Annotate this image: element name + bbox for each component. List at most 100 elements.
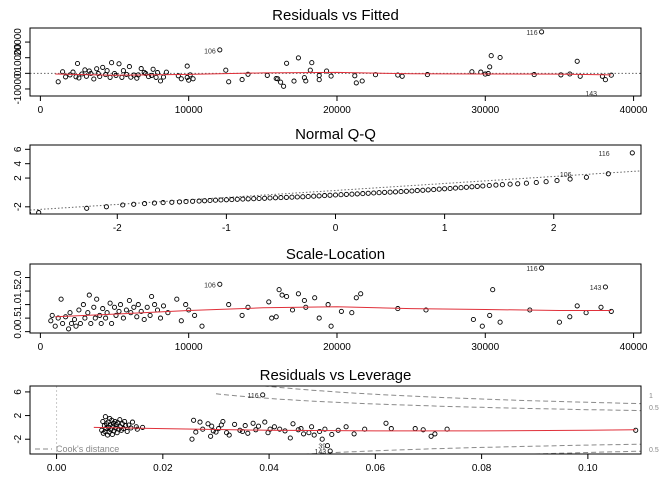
data-point xyxy=(423,307,429,313)
data-point xyxy=(197,419,203,425)
x-tick-label: -1 xyxy=(222,223,231,234)
data-point xyxy=(116,61,122,67)
data-point xyxy=(480,183,486,189)
data-point xyxy=(282,428,288,434)
point-label: 143 xyxy=(20,211,32,218)
cook-contour-0-5-upper xyxy=(215,393,641,412)
data-point xyxy=(414,188,420,194)
data-point xyxy=(213,429,219,435)
data-point xyxy=(605,171,611,177)
data-point xyxy=(602,77,608,83)
data-point xyxy=(138,66,144,72)
data-point xyxy=(245,304,251,310)
data-point xyxy=(223,67,229,73)
data-point xyxy=(295,55,301,61)
data-point xyxy=(272,195,279,201)
x-tick-label: 10000 xyxy=(175,342,203,353)
data-point xyxy=(212,197,219,203)
data-point xyxy=(349,310,355,316)
data-point xyxy=(398,189,404,195)
data-point xyxy=(76,307,82,313)
data-point xyxy=(129,419,136,425)
data-point xyxy=(539,29,545,35)
data-point xyxy=(239,312,245,318)
data-point xyxy=(73,323,79,329)
data-point xyxy=(98,320,104,327)
data-point xyxy=(36,210,42,214)
data-point xyxy=(499,182,505,188)
data-point xyxy=(328,323,334,329)
data-point xyxy=(284,60,290,66)
data-point xyxy=(382,189,388,195)
point-label: 143 xyxy=(590,285,602,292)
data-point xyxy=(77,320,83,327)
data-point xyxy=(487,64,493,70)
data-point xyxy=(316,77,322,83)
x-tick-label: 0 xyxy=(333,223,339,234)
data-point xyxy=(223,197,229,203)
x-tick-label: 0 xyxy=(38,342,44,353)
data-point xyxy=(103,204,109,210)
data-point xyxy=(266,299,272,305)
point-label: 143 xyxy=(315,449,327,456)
data-point xyxy=(100,306,106,312)
data-point xyxy=(452,185,459,191)
data-point xyxy=(301,431,307,437)
data-point xyxy=(147,312,153,318)
y-tick-label: 10000 xyxy=(13,43,24,71)
data-point xyxy=(85,310,91,316)
data-point xyxy=(245,71,251,77)
data-point xyxy=(277,426,283,432)
data-point xyxy=(152,302,158,308)
data-point xyxy=(232,421,238,427)
data-point xyxy=(138,308,144,314)
data-point xyxy=(208,433,214,439)
data-point xyxy=(184,63,190,69)
data-point xyxy=(469,184,475,190)
data-point xyxy=(67,310,73,316)
data-point xyxy=(150,66,156,72)
point-label: 39 xyxy=(318,444,326,451)
data-point xyxy=(271,424,277,430)
y-tick-label: 6 xyxy=(13,146,24,152)
data-point xyxy=(608,308,614,314)
data-point xyxy=(74,60,81,67)
chart-title: Residuals vs Fitted xyxy=(272,7,399,24)
data-point xyxy=(343,191,349,197)
data-point xyxy=(126,297,132,304)
data-point xyxy=(153,74,159,80)
data-point xyxy=(399,73,405,79)
data-point xyxy=(543,179,549,185)
data-point xyxy=(424,72,430,78)
data-point xyxy=(124,428,130,435)
data-point xyxy=(66,326,72,332)
data-point xyxy=(602,284,608,290)
data-point xyxy=(267,195,273,201)
data-point xyxy=(376,190,382,196)
data-point xyxy=(324,443,331,449)
data-point xyxy=(209,423,215,429)
data-point xyxy=(160,200,166,206)
data-point xyxy=(140,424,146,430)
data-point xyxy=(295,291,301,297)
data-point xyxy=(142,201,148,207)
x-tick-label: 0.00 xyxy=(47,463,67,474)
data-point xyxy=(107,300,113,306)
data-point xyxy=(113,312,119,318)
data-point xyxy=(316,72,322,79)
data-point xyxy=(312,295,318,301)
data-point xyxy=(86,292,92,298)
y-tick-label: 2 xyxy=(13,175,24,181)
cook-contour-1-upper xyxy=(260,386,641,405)
data-point xyxy=(490,287,496,293)
data-point xyxy=(68,320,75,327)
data-point xyxy=(103,426,109,432)
reference-line xyxy=(30,170,641,211)
data-point xyxy=(629,150,635,156)
cook-contour-label: 0.5 xyxy=(649,405,659,412)
data-point xyxy=(123,307,129,313)
y-tick-label: 6 xyxy=(13,389,24,395)
plot-frame xyxy=(29,385,642,455)
